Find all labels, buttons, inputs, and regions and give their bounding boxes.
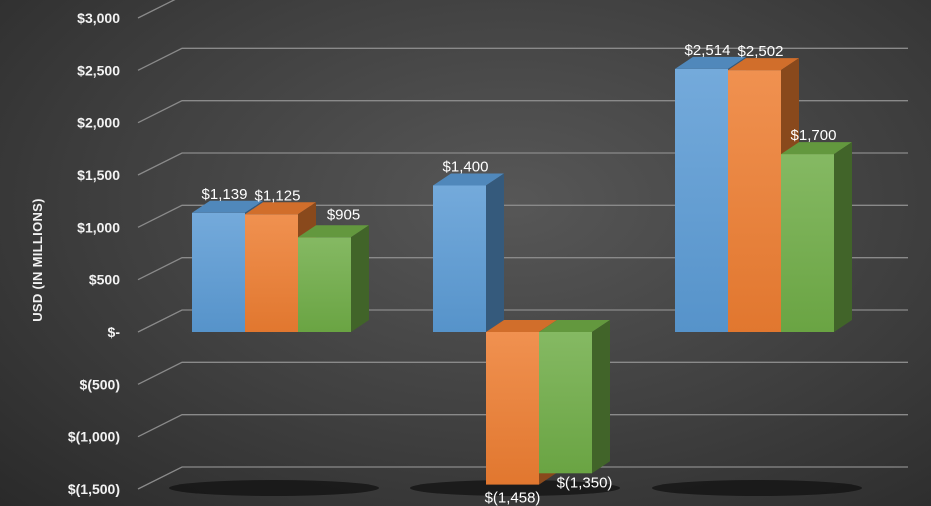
data-label: $2,502 — [738, 43, 784, 60]
y-tick-label: $1,000 — [77, 219, 120, 235]
bar-top — [433, 173, 504, 186]
gridline — [137, 466, 908, 490]
bar — [298, 225, 369, 332]
y-tick-label: $3,000 — [77, 10, 120, 26]
gridline — [137, 361, 908, 385]
y-axis-label: USD (IN MILLIONS) — [30, 198, 45, 322]
gridline — [137, 152, 908, 176]
bar-side — [592, 320, 610, 474]
bar-top — [539, 320, 610, 332]
bar-side — [834, 142, 852, 332]
bar-front — [781, 154, 834, 332]
y-tick-label: $- — [108, 324, 121, 340]
y-tick-label: $(1,000) — [68, 429, 120, 445]
gridline — [137, 47, 908, 71]
bar — [433, 173, 504, 332]
bar-front — [539, 332, 592, 474]
data-label: $1,125 — [255, 187, 301, 204]
bar-top — [675, 56, 746, 69]
y-tick-label: $2,000 — [77, 115, 120, 131]
gridline — [137, 0, 176, 19]
bar-front — [675, 68, 728, 333]
gridline — [137, 414, 908, 438]
bar-shadows — [169, 480, 862, 496]
bar-front — [245, 214, 298, 332]
bars — [192, 56, 852, 485]
y-tick-label: $1,500 — [77, 167, 120, 183]
y-tick-label: $(1,500) — [68, 481, 120, 497]
gridline — [137, 257, 908, 281]
bar-shadow — [652, 480, 862, 496]
y-tick-label: $500 — [89, 272, 120, 288]
y-axis-ticks: $3,000 $2,500 $2,000 $1,500 $1,000 $500 $- $(50… — [68, 10, 120, 497]
bar-front — [728, 70, 781, 333]
bar-front — [192, 212, 245, 332]
bar-top — [192, 200, 263, 213]
bar-side — [351, 225, 369, 332]
y-tick-label: $(500) — [80, 376, 120, 392]
bar-top — [298, 225, 369, 238]
bar-front — [298, 237, 351, 332]
data-label: $1,400 — [443, 158, 489, 175]
bar-top — [245, 202, 316, 215]
data-label: $2,514 — [685, 42, 731, 59]
data-label: $1,139 — [202, 186, 248, 203]
bar — [539, 320, 610, 474]
bar — [781, 142, 852, 332]
bar-shadow — [169, 480, 379, 496]
gridline — [137, 100, 908, 124]
gridline — [137, 204, 908, 228]
gridline — [137, 309, 908, 333]
data-label: $1,700 — [791, 127, 837, 144]
data-labels: $1,139 $1,125 $905 $1,400 $(1,458) $(1,350) $2… — [202, 42, 837, 506]
bar-top — [728, 58, 799, 71]
data-label: $(1,350) — [557, 474, 613, 491]
bar-top — [486, 320, 557, 332]
bar-side — [486, 173, 504, 332]
y-tick-label: $2,500 — [77, 62, 120, 78]
gridlines — [137, 0, 908, 490]
bar-top — [781, 142, 852, 155]
bar-shadow — [410, 480, 620, 496]
bar-front — [433, 185, 486, 332]
bar-front — [486, 332, 539, 485]
data-label: $(1,458) — [485, 490, 541, 506]
data-label: $905 — [327, 206, 360, 223]
